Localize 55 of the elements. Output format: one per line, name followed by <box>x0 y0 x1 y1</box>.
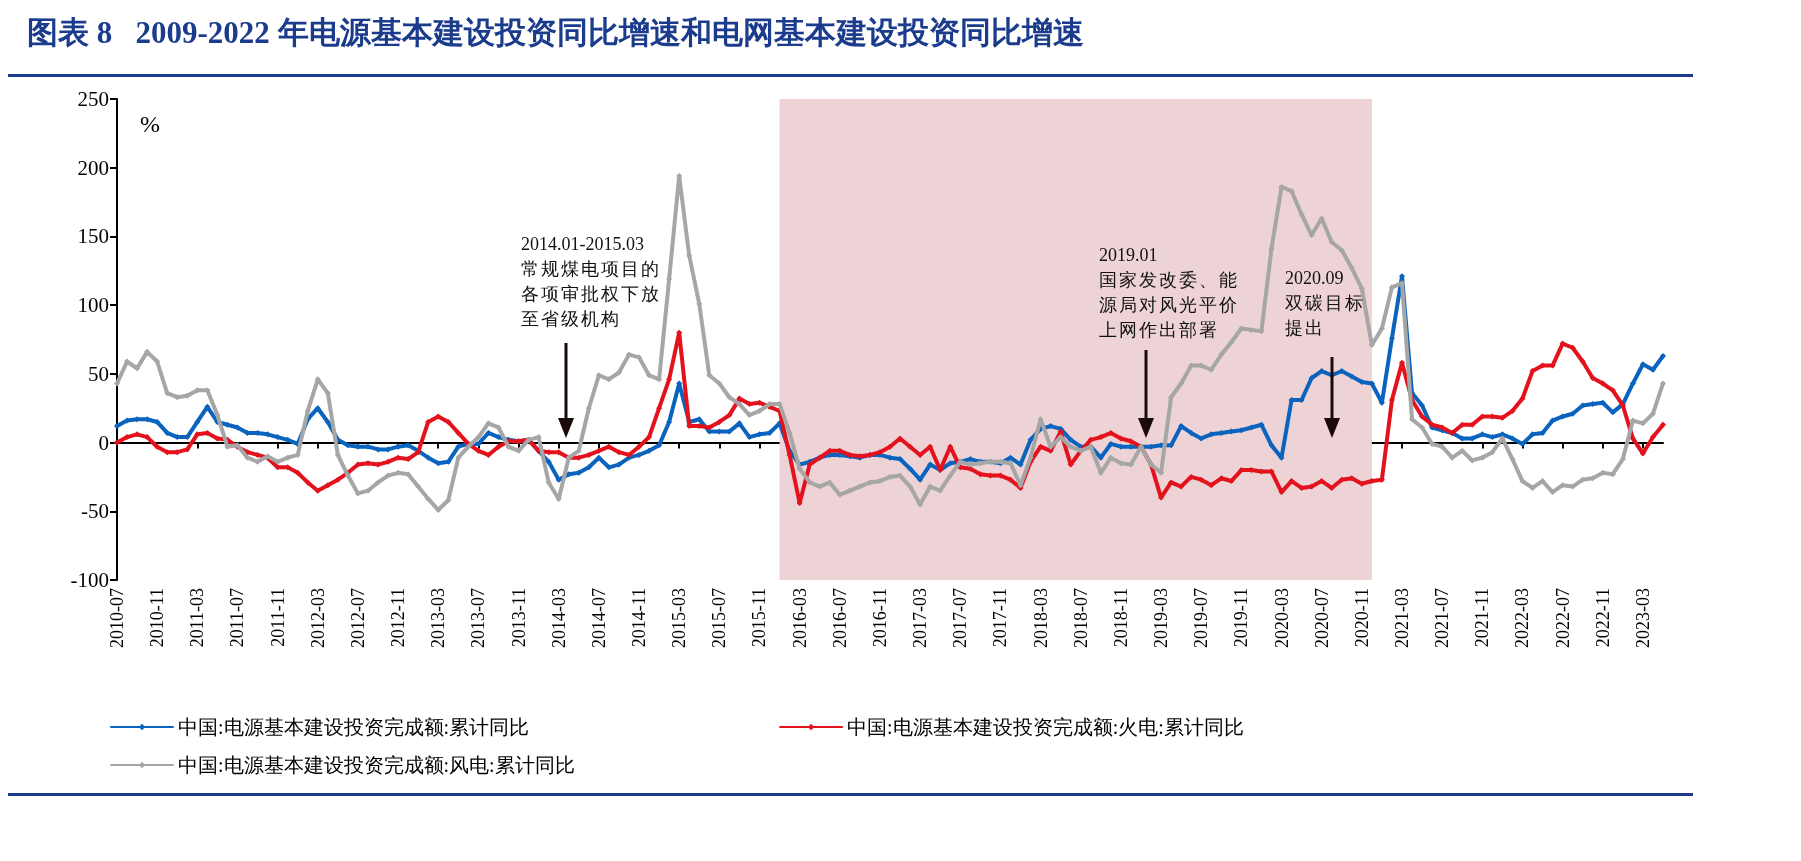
x-tick-label: 2018-11 <box>1110 588 1131 648</box>
x-tick-label: 2021-07 <box>1432 588 1453 648</box>
x-tick-label: 2014-07 <box>588 588 609 648</box>
x-tick-label: 2013-07 <box>468 588 489 648</box>
annotation: 2020.09 双碳目标提出 <box>1285 267 1366 340</box>
x-tick-label: 2022-07 <box>1552 588 1573 648</box>
x-tick-label: 2012-07 <box>347 588 368 648</box>
x-tick-label: 2021-03 <box>1391 588 1412 648</box>
annotation: 2019.01 国家发改委、能源局对风光平价上网作出部署 <box>1099 244 1240 342</box>
x-tick-label: 2018-03 <box>1030 588 1051 648</box>
legend-label: 中国:电源基本建设投资完成额:累计同比 <box>178 716 530 738</box>
y-tick-label: 150 <box>77 224 109 249</box>
x-tick-label: 2012-03 <box>307 588 328 648</box>
y-axis-title: % <box>140 111 160 137</box>
x-tick-label: 2017-07 <box>950 588 971 648</box>
x-tick-label: 2015-11 <box>749 588 770 648</box>
y-tick-label: 0 <box>98 430 109 455</box>
x-tick-label: 2014-03 <box>548 588 569 648</box>
x-tick-label: 2011-11 <box>267 588 288 647</box>
x-tick-label: 2019-03 <box>1151 588 1172 648</box>
y-tick-label: -50 <box>81 499 109 524</box>
x-tick-label: 2014-11 <box>629 588 650 648</box>
y-tick-label: 50 <box>88 361 109 386</box>
x-tick-label: 2013-11 <box>508 588 529 648</box>
x-tick-label: 2017-03 <box>910 588 931 648</box>
x-tick-label: 2018-07 <box>1070 588 1091 648</box>
y-tick-label: 200 <box>77 155 109 180</box>
x-tick-label: 2010-07 <box>107 588 127 648</box>
legend-label: 中国:电源基本建设投资完成额:风电:累计同比 <box>178 754 575 776</box>
x-tick-label: 2015-03 <box>669 588 690 648</box>
chart-title: 图表 8 2009-2022 年电源基本建设投资同比增速和电网基本建设投资同比增速 <box>27 15 1084 50</box>
x-tick-label: 2016-03 <box>789 588 810 648</box>
x-tick-label: 2020-11 <box>1351 588 1372 648</box>
x-tick-label: 2013-03 <box>428 588 449 648</box>
x-tick-label: 2012-11 <box>388 588 409 648</box>
x-tick-label: 2019-11 <box>1231 588 1252 648</box>
y-tick-label: 250 <box>77 87 109 111</box>
x-tick-label: 2010-11 <box>147 588 168 648</box>
x-tick-label: 2017-11 <box>990 588 1011 648</box>
x-tick-label: 2022-11 <box>1592 588 1613 648</box>
x-tick-label: 2020-07 <box>1311 588 1332 648</box>
x-tick-label: 2021-11 <box>1472 588 1493 648</box>
annotation: 2014.01-2015.03 常规煤电项目的各项审批权下放至省级机构 <box>521 233 662 331</box>
x-tick-label: 2023-03 <box>1632 588 1653 648</box>
y-tick-label: -100 <box>70 568 109 592</box>
x-tick-label: 2020-03 <box>1271 588 1292 648</box>
x-tick-label: 2022-03 <box>1512 588 1533 648</box>
x-tick-label: 2019-07 <box>1191 588 1212 648</box>
x-tick-label: 2011-03 <box>187 588 208 648</box>
x-tick-label: 2015-07 <box>709 588 730 648</box>
x-tick-label: 2011-07 <box>227 588 248 648</box>
legend-label: 中国:电源基本建设投资完成额:火电:累计同比 <box>847 716 1244 738</box>
x-tick-label: 2016-11 <box>869 588 890 648</box>
x-tick-label: 2016-07 <box>829 588 850 648</box>
y-tick-label: 100 <box>77 293 109 318</box>
